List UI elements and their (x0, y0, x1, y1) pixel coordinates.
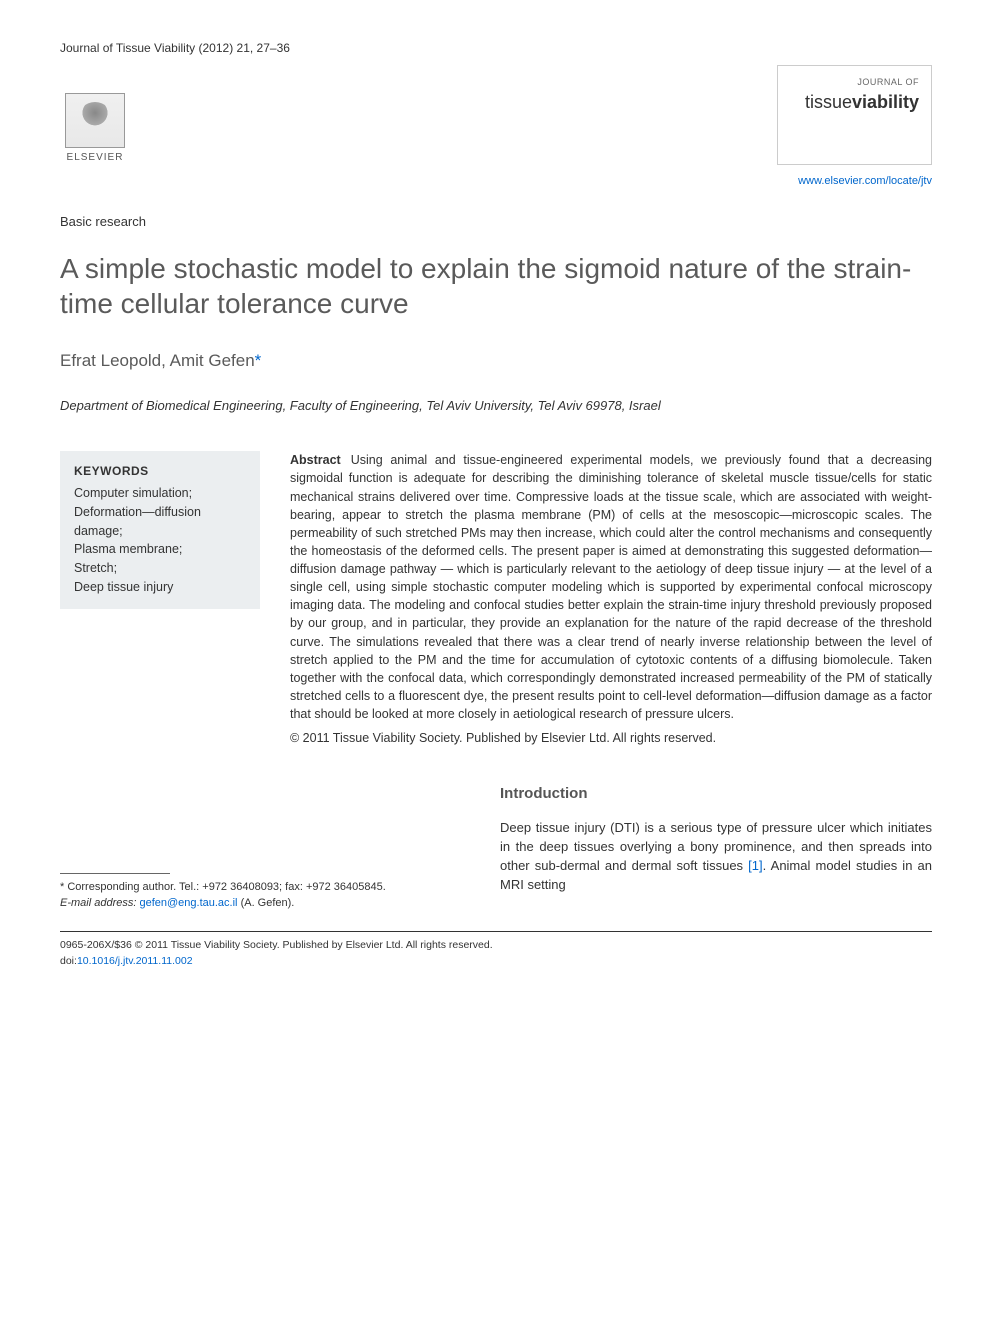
journal-title-tissue: tissue (805, 92, 852, 112)
authors-text: Efrat Leopold, Amit Gefen (60, 351, 255, 370)
elsevier-tree-icon (65, 93, 125, 148)
corresponding-author-link[interactable]: * (255, 351, 262, 370)
correspondence-text: * Corresponding author. Tel.: +972 36408… (60, 880, 470, 895)
email-link[interactable]: gefen@eng.tau.ac.il (139, 897, 237, 909)
lower-content-row: * Corresponding author. Tel.: +972 36408… (60, 783, 932, 911)
reference-link-1[interactable]: [1] (748, 858, 762, 873)
keywords-box: KEYWORDS Computer simulation; Deformatio… (60, 451, 260, 608)
doi-link[interactable]: 10.1016/j.jtv.2011.11.002 (77, 955, 193, 967)
abstract-body: Using animal and tissue-engineered exper… (290, 453, 932, 721)
footer: 0965-206X/$36 © 2011 Tissue Viability So… (60, 938, 932, 970)
header-row: Journal of Tissue Viability (2012) 21, 2… (60, 40, 932, 57)
logo-row: ELSEVIER JOURNAL OF tissueviability (60, 65, 932, 165)
doi-label: doi: (60, 955, 77, 967)
authors: Efrat Leopold, Amit Gefen* (60, 349, 932, 373)
article-title: A simple stochastic model to explain the… (60, 251, 932, 321)
elsevier-logo: ELSEVIER (60, 85, 130, 165)
journal-title-viability: viability (852, 92, 919, 112)
journal-link-row: www.elsevier.com/locate/jtv (60, 171, 932, 189)
correspondence-column: * Corresponding author. Tel.: +972 36408… (60, 783, 470, 911)
abstract-section: KEYWORDS Computer simulation; Deformatio… (60, 451, 932, 747)
keywords-heading: KEYWORDS (74, 463, 246, 480)
introduction-paragraph: Deep tissue injury (DTI) is a serious ty… (500, 819, 932, 894)
abstract-column: AbstractUsing animal and tissue-engineer… (290, 451, 932, 747)
journal-cover-title: tissueviability (790, 90, 919, 115)
journal-cover: JOURNAL OF tissueviability (777, 65, 932, 165)
footer-divider (60, 931, 932, 932)
email-row: E-mail address: gefen@eng.tau.ac.il (A. … (60, 896, 470, 911)
footer-doi-row: doi:10.1016/j.jtv.2011.11.002 (60, 954, 932, 970)
journal-cover-label: JOURNAL OF (790, 76, 919, 89)
affiliation: Department of Biomedical Engineering, Fa… (60, 397, 932, 415)
introduction-column: Introduction Deep tissue injury (DTI) is… (500, 783, 932, 911)
journal-reference: Journal of Tissue Viability (2012) 21, 2… (60, 40, 290, 57)
article-type: Basic research (60, 213, 932, 231)
keywords-list: Computer simulation; Deformation—diffusi… (74, 484, 246, 597)
abstract-label: Abstract (290, 453, 341, 467)
footer-copyright: 0965-206X/$36 © 2011 Tissue Viability So… (60, 938, 932, 954)
email-label: E-mail address: (60, 897, 136, 909)
introduction-heading: Introduction (500, 783, 932, 805)
journal-url-link[interactable]: www.elsevier.com/locate/jtv (798, 175, 932, 187)
abstract-copyright: © 2011 Tissue Viability Society. Publish… (290, 729, 932, 747)
elsevier-text: ELSEVIER (67, 151, 124, 165)
email-suffix: (A. Gefen). (241, 897, 295, 909)
correspondence-divider (60, 873, 170, 874)
